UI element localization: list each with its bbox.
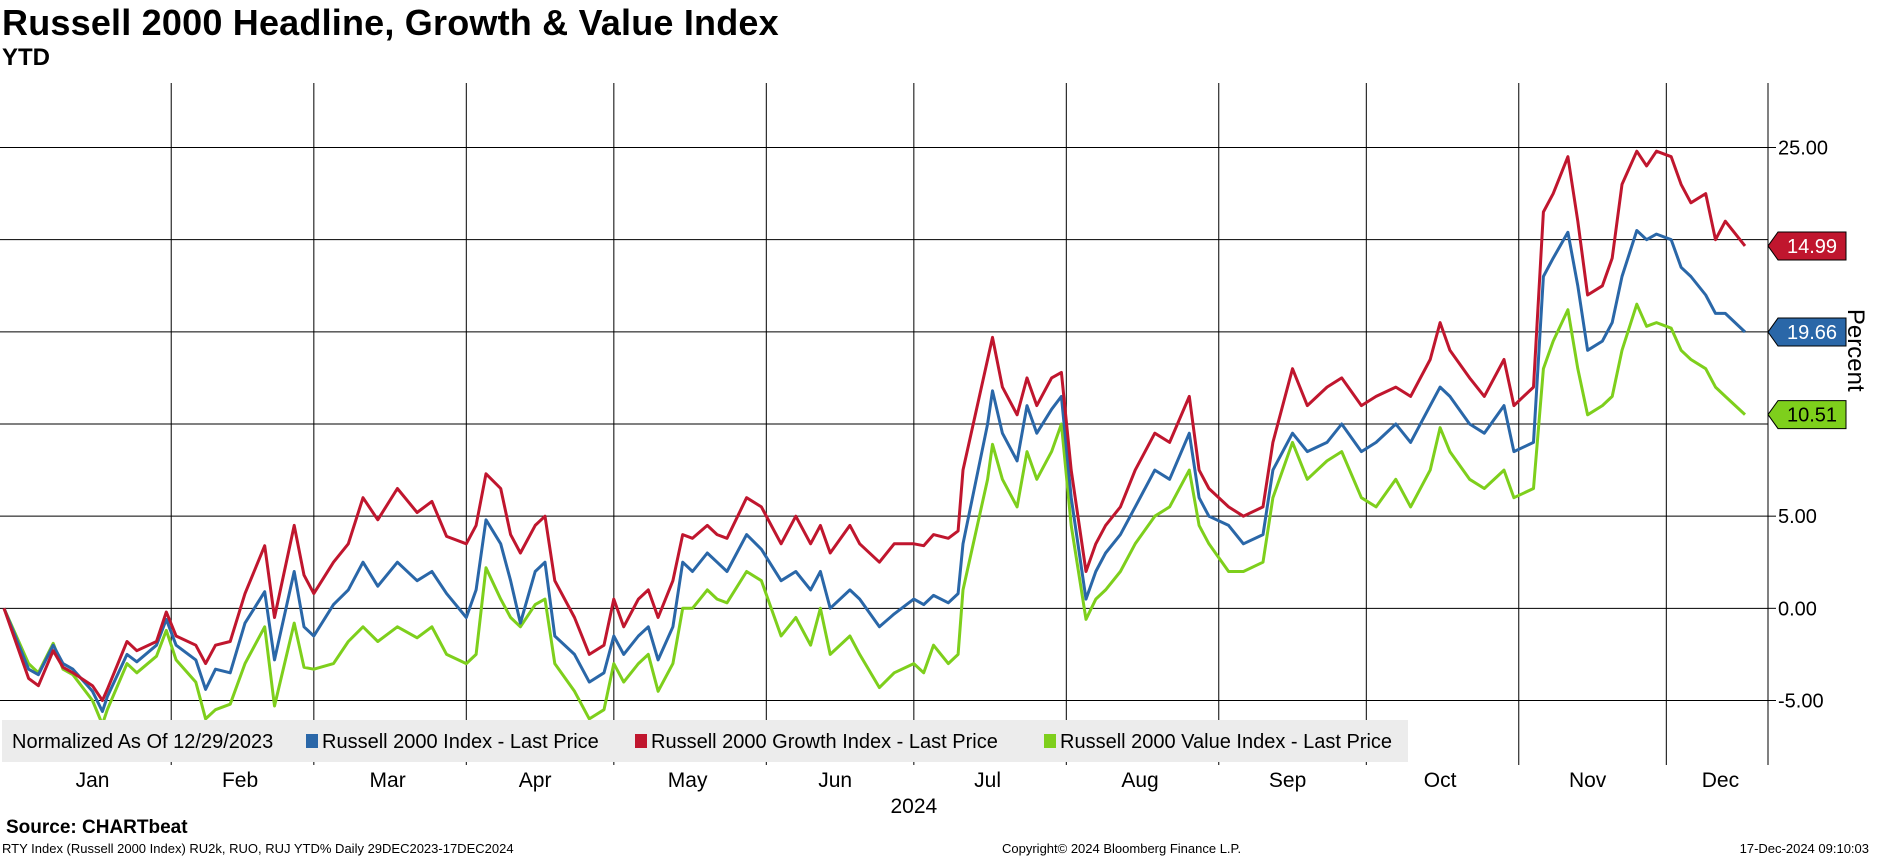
last-value-tag-value: 10.51 (1767, 400, 1847, 430)
x-tick-label: May (668, 769, 708, 792)
legend-box (2, 720, 1408, 762)
x-tick-label: Oct (1424, 769, 1457, 792)
x-tick-label: Nov (1569, 769, 1607, 792)
y-tick-label: 25.00 (1778, 138, 1828, 160)
footer-copyright: Copyright© 2024 Bloomberg Finance L.P. (1002, 841, 1242, 856)
chart-title: Russell 2000 Headline, Growth & Value In… (2, 2, 779, 43)
chart-subtitle: YTD (2, 44, 50, 71)
series-line-headline (2, 229, 1747, 713)
last-value-tag-bg (1767, 317, 1847, 347)
x-tick-label: Jul (974, 769, 1001, 792)
legend-swatch-value (1044, 734, 1056, 748)
x-tick-label: Jan (76, 769, 110, 792)
x-tick-label: Feb (222, 769, 258, 792)
legend-label-growth: Russell 2000 Growth Index - Last Price (651, 731, 998, 753)
x-tick-label: Apr (519, 769, 552, 792)
last-value-label: 10.51 (1787, 405, 1837, 427)
last-value-label: 14.99 (1787, 236, 1837, 258)
x-tick-label: Aug (1121, 769, 1158, 792)
legend-swatch-growth (635, 734, 647, 748)
x-axis-title: 2024 (890, 795, 937, 818)
footer-details: RTY Index (Russell 2000 Index) RU2k, RUO… (2, 841, 514, 856)
x-tick-label: Mar (370, 769, 406, 792)
legend-swatch-headline (306, 734, 318, 748)
x-tick-label: Jun (818, 769, 852, 792)
source-note: Source: CHARTbeat (6, 817, 188, 838)
last-value-tag-growth: 14.99 (1767, 231, 1847, 261)
legend-label-headline: Russell 2000 Index - Last Price (322, 731, 599, 753)
x-tick-label: Dec (1702, 769, 1739, 792)
last-value-label: 19.66 (1787, 322, 1837, 344)
last-value-tag-bg (1767, 400, 1847, 430)
y-tick-label: -5.00 (1778, 690, 1824, 712)
y-tick-label: 0.00 (1778, 598, 1817, 620)
x-tick-label: Sep (1269, 769, 1306, 792)
footer-timestamp: 17-Dec-2024 09:10:03 (1739, 841, 1869, 856)
last-value-tag-headline: 19.66 (1767, 317, 1847, 347)
y-tick-label: 5.00 (1778, 506, 1817, 528)
last-value-tag-bg (1767, 231, 1847, 261)
legend-prefix: Normalized As Of 12/29/2023 (12, 731, 273, 753)
series-line-growth (2, 149, 1747, 702)
legend-label-value: Russell 2000 Value Index - Last Price (1060, 731, 1392, 753)
series-line-value (2, 302, 1747, 726)
